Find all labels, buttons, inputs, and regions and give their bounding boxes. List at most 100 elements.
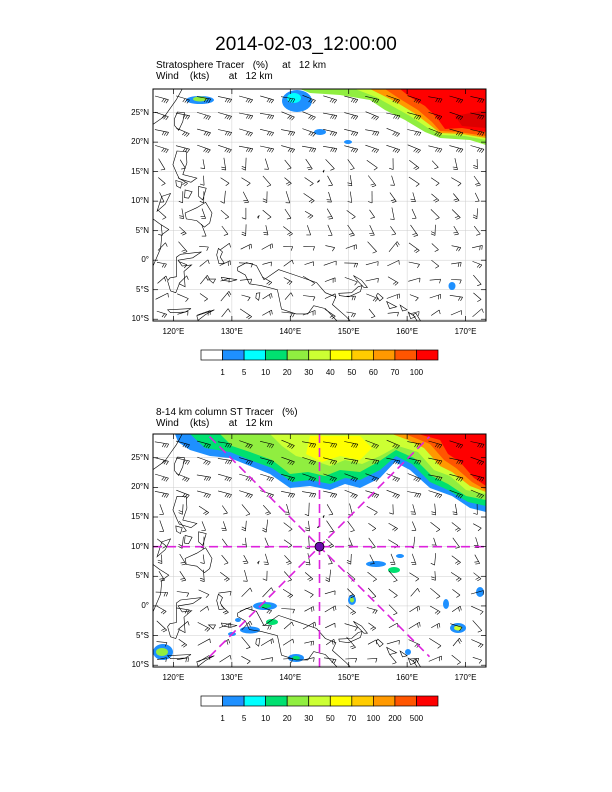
coastline [237, 262, 351, 321]
wind-barb [178, 639, 187, 648]
wind-barb [221, 505, 228, 515]
coastline [172, 150, 198, 183]
panel2-map [153, 434, 486, 667]
wind-barb [304, 502, 310, 517]
wind-barb [388, 570, 398, 583]
wind-barb [220, 572, 230, 582]
wind-barb [197, 638, 211, 646]
wind-barb [176, 127, 190, 137]
wind-barb [221, 157, 227, 171]
wind-barb [221, 521, 227, 531]
wind-barb [200, 554, 205, 564]
coastline [375, 638, 384, 648]
wind-barb [367, 639, 377, 645]
colorbar-swatch [265, 695, 288, 707]
colorbar-label: 70 [390, 368, 399, 377]
coastline [207, 278, 217, 284]
wind-barb [219, 655, 232, 663]
wind-barb [449, 457, 464, 465]
wind-barb [409, 160, 420, 171]
wind-barb [449, 111, 464, 121]
wind-barb [220, 209, 229, 220]
wind-barb [240, 243, 252, 250]
coastline [153, 564, 170, 613]
coastline [257, 560, 260, 565]
wind-barb [221, 225, 229, 236]
wind-barb [154, 491, 169, 498]
colorbar-swatch [373, 349, 396, 361]
wind-barb [407, 129, 422, 137]
wind-barb [218, 490, 232, 499]
lat-label: 10°N [131, 196, 149, 206]
wind-barb [303, 193, 315, 204]
wind-barb [344, 129, 359, 137]
wind-barb [176, 473, 190, 482]
wind-barb [260, 457, 274, 465]
wind-barb [407, 144, 421, 154]
colorbar-swatch [265, 349, 288, 361]
colorbar-label: 10 [261, 368, 270, 377]
colorbar-label: 30 [304, 368, 313, 377]
wind-barb [410, 588, 420, 597]
wind-barb [449, 440, 464, 449]
coastline [156, 192, 172, 213]
wind-barb [451, 262, 462, 267]
wind-barb [346, 553, 352, 565]
colorbar-label: 20 [283, 714, 292, 723]
colorbar-swatch [308, 349, 331, 361]
wind-barb [239, 490, 253, 499]
wind-barb [473, 225, 481, 236]
wind-barb [470, 590, 484, 595]
wind-barb [262, 293, 273, 300]
lat-label: 20°N [131, 137, 149, 147]
wind-barb [176, 95, 190, 104]
wind-barb [345, 658, 357, 663]
coastline [174, 456, 185, 477]
wind-barb [451, 654, 461, 665]
coastline [175, 180, 183, 189]
wind-barb [407, 473, 421, 483]
colorbar-swatch [286, 695, 310, 707]
wind-barb [473, 175, 481, 187]
wind-barb [431, 243, 439, 252]
wind-barb [200, 159, 205, 169]
wind-barb [239, 308, 252, 320]
wind-barb [471, 639, 484, 648]
wind-barb [470, 112, 485, 120]
coastline [257, 215, 260, 220]
wind-barb [241, 224, 247, 237]
wind-barb [221, 308, 231, 318]
wind-barb [303, 246, 315, 251]
wind-barb [451, 177, 462, 187]
wind-barb [347, 175, 353, 187]
wind-barb [196, 96, 211, 103]
lat-label: 10°S [131, 660, 149, 670]
wind-barb [430, 553, 436, 566]
wind-barb [407, 457, 422, 465]
wind-barb [303, 657, 315, 662]
wind-barb [387, 276, 399, 286]
wind-barb [281, 439, 295, 449]
colorbar-swatch [200, 695, 223, 707]
wind-barb [241, 587, 253, 597]
wind-barb [325, 622, 336, 629]
wind-barb [155, 473, 169, 482]
lat-label: 5°S [136, 630, 149, 640]
wind-barb [238, 262, 253, 268]
wind-barb [327, 175, 333, 187]
wind-barb [302, 295, 316, 301]
wind-barb [473, 158, 478, 170]
wind-barb [218, 473, 232, 482]
wind-barb [239, 128, 253, 137]
coastline [412, 312, 421, 321]
wind-barb [176, 489, 190, 499]
colorbar-swatch [351, 695, 374, 707]
wind-barb [389, 158, 394, 170]
wind-barb [428, 490, 443, 499]
wind-barb [390, 226, 397, 236]
colorbar-swatch [286, 349, 310, 361]
wind-barb [302, 111, 316, 121]
panel2-frame [152, 433, 487, 668]
wind-barb [326, 504, 334, 516]
wind-barb [175, 145, 190, 153]
